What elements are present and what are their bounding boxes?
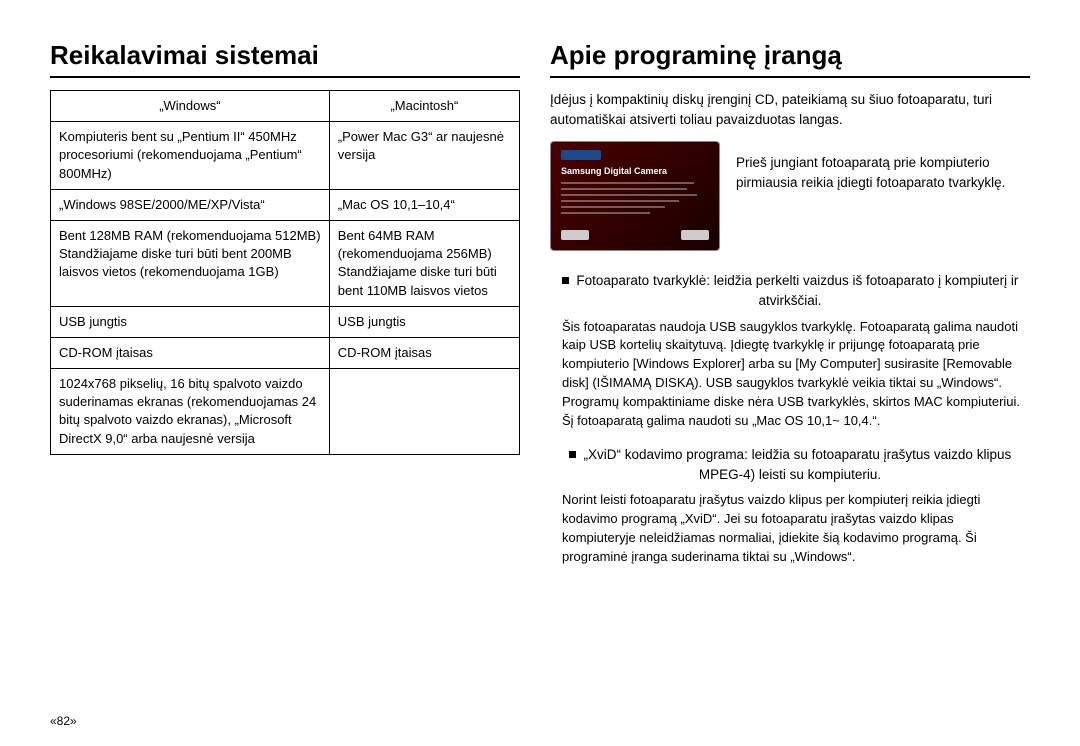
table-row: 1024x768 pikselių, 16 bitų spalvoto vaiz… bbox=[51, 369, 520, 455]
illustration-row: Samsung Digital Camera Prieš jungiant fo… bbox=[550, 141, 1030, 251]
right-column: Apie programinę įrangą Įdėjus į kompakti… bbox=[550, 40, 1030, 581]
table-row: Kompiuteris bent su „Pentium II“ 450MHz … bbox=[51, 122, 520, 190]
table-cell: „Power Mac G3“ ar naujesnė versija bbox=[329, 122, 519, 190]
intro-text: Įdėjus į kompaktinių diskų įrenginį CD, … bbox=[550, 90, 1030, 129]
requirements-table: „Windows“ „Macintosh“ Kompiuteris bent s… bbox=[50, 90, 520, 455]
heading-software: Apie programinę įrangą bbox=[550, 40, 1030, 78]
th-macintosh: „Macintosh“ bbox=[329, 91, 519, 122]
table-row: USB jungtisUSB jungtis bbox=[51, 306, 520, 337]
table-cell: Kompiuteris bent su „Pentium II“ 450MHz … bbox=[51, 122, 330, 190]
table-cell: Bent 64MB RAM (rekomenduojama 256MB) Sta… bbox=[329, 220, 519, 306]
table-row: CD-ROM įtaisasCD-ROM įtaisas bbox=[51, 337, 520, 368]
installer-button-left bbox=[561, 230, 589, 240]
table-row: „Windows 98SE/2000/ME/XP/Vista“„Mac OS 1… bbox=[51, 189, 520, 220]
installer-title: Samsung Digital Camera bbox=[561, 166, 667, 176]
table-cell: „Mac OS 10,1–10,4“ bbox=[329, 189, 519, 220]
table-cell: Bent 128MB RAM (rekomenduojama 512MB) St… bbox=[51, 220, 330, 306]
table-cell: USB jungtis bbox=[51, 306, 330, 337]
bullet-body: Norint leisti fotoaparatu įrašytus vaizd… bbox=[550, 491, 1030, 566]
bullet-heading: Fotoaparato tvarkyklė: leidžia perkelti … bbox=[550, 271, 1030, 312]
bullet-heading: „XviD“ kodavimo programa: leidžia su fot… bbox=[550, 445, 1030, 486]
square-bullet-icon bbox=[569, 451, 576, 458]
table-cell: USB jungtis bbox=[329, 306, 519, 337]
bullet-body: Šis fotoaparatas naudoja USB saugyklos t… bbox=[550, 318, 1030, 431]
table-cell: „Windows 98SE/2000/ME/XP/Vista“ bbox=[51, 189, 330, 220]
left-column: Reikalavimai sistemai „Windows“ „Macinto… bbox=[50, 40, 520, 581]
illustration-caption: Prieš jungiant fotoaparatą prie kompiute… bbox=[736, 141, 1030, 192]
installer-text-lines bbox=[561, 182, 709, 218]
bullet-block: Fotoaparato tvarkyklė: leidžia perkelti … bbox=[550, 271, 1030, 431]
square-bullet-icon bbox=[562, 277, 569, 284]
table-cell: CD-ROM įtaisas bbox=[329, 337, 519, 368]
bullet-block: „XviD“ kodavimo programa: leidžia su fot… bbox=[550, 445, 1030, 567]
table-row: Bent 128MB RAM (rekomenduojama 512MB) St… bbox=[51, 220, 520, 306]
th-windows: „Windows“ bbox=[51, 91, 330, 122]
heading-requirements: Reikalavimai sistemai bbox=[50, 40, 520, 78]
table-cell: 1024x768 pikselių, 16 bitų spalvoto vaiz… bbox=[51, 369, 330, 455]
installer-screenshot: Samsung Digital Camera bbox=[550, 141, 720, 251]
table-cell: CD-ROM įtaisas bbox=[51, 337, 330, 368]
installer-button-right bbox=[681, 230, 709, 240]
table-cell bbox=[329, 369, 519, 455]
page-number: «82» bbox=[50, 714, 77, 728]
